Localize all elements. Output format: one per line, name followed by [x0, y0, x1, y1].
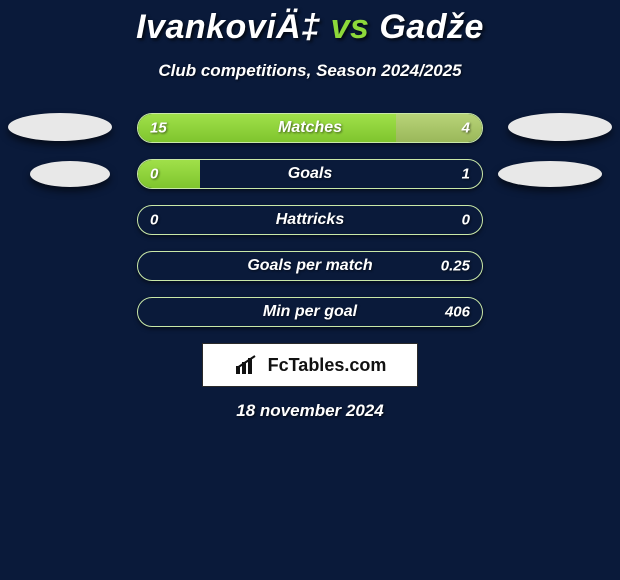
avatar-placeholder-right-1 [508, 113, 612, 141]
stat-row: 0Hattricks0 [137, 205, 483, 235]
stat-value-right: 1 [462, 166, 470, 183]
stat-label: Goals per match [138, 257, 482, 275]
stat-bar-left [138, 160, 200, 188]
stat-label: Hattricks [138, 211, 482, 229]
stat-row: Goals per match0.25 [137, 251, 483, 281]
stat-value-left: 0 [150, 166, 158, 183]
stat-value-right: 4 [462, 120, 470, 137]
stat-row: Min per goal406 [137, 297, 483, 327]
date-label: 18 november 2024 [0, 401, 620, 421]
stat-value-right: 0.25 [441, 258, 470, 275]
stat-bars: 15Matches40Goals10Hattricks0Goals per ma… [137, 113, 483, 327]
stat-value-left: 0 [150, 212, 158, 229]
stat-value-right: 0 [462, 212, 470, 229]
stat-row: 0Goals1 [137, 159, 483, 189]
logo-chart-icon [234, 354, 262, 376]
avatar-placeholder-left-1 [8, 113, 112, 141]
avatar-placeholder-right-2 [498, 161, 602, 187]
stat-row: 15Matches4 [137, 113, 483, 143]
logo-text: FcTables.com [268, 355, 387, 376]
page-title: IvankoviÄ‡ vs Gadže [0, 0, 620, 47]
title-left: IvankoviÄ‡ [136, 8, 321, 46]
stat-value-right: 406 [445, 304, 470, 321]
stat-value-left: 15 [150, 120, 167, 137]
avatar-placeholder-left-2 [30, 161, 110, 187]
title-right: Gadže [379, 8, 484, 46]
subtitle: Club competitions, Season 2024/2025 [0, 61, 620, 81]
stat-label: Min per goal [138, 303, 482, 321]
title-vs: vs [331, 8, 370, 46]
fctables-logo: FcTables.com [202, 343, 418, 387]
comparison-arena: 15Matches40Goals10Hattricks0Goals per ma… [0, 113, 620, 327]
stat-bar-left [138, 114, 396, 142]
